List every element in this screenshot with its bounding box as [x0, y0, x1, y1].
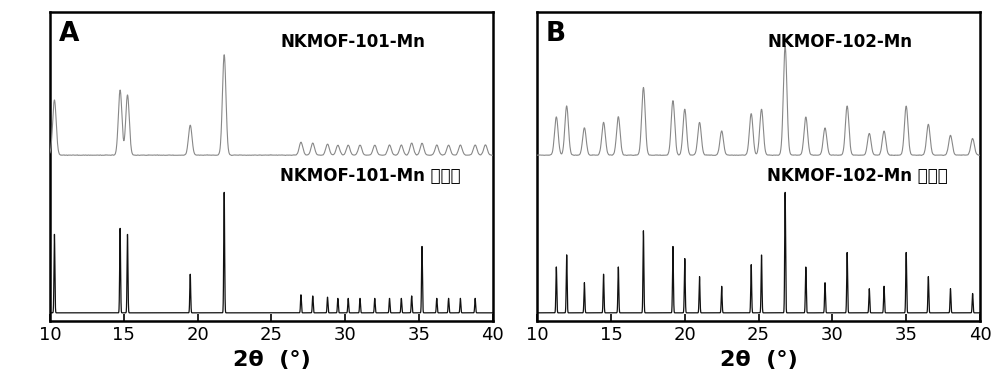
Text: A: A	[59, 21, 79, 47]
Text: B: B	[546, 21, 566, 47]
Text: NKMOF-101-Mn: NKMOF-101-Mn	[280, 33, 425, 51]
X-axis label: 2θ  (°): 2θ (°)	[233, 350, 310, 370]
Text: NKMOF-101-Mn 模拟峰: NKMOF-101-Mn 模拟峰	[280, 167, 461, 185]
Text: NKMOF-102-Mn 模拟峰: NKMOF-102-Mn 模拟峰	[767, 167, 948, 185]
Text: NKMOF-102-Mn: NKMOF-102-Mn	[767, 33, 912, 51]
X-axis label: 2θ  (°): 2θ (°)	[720, 350, 797, 370]
